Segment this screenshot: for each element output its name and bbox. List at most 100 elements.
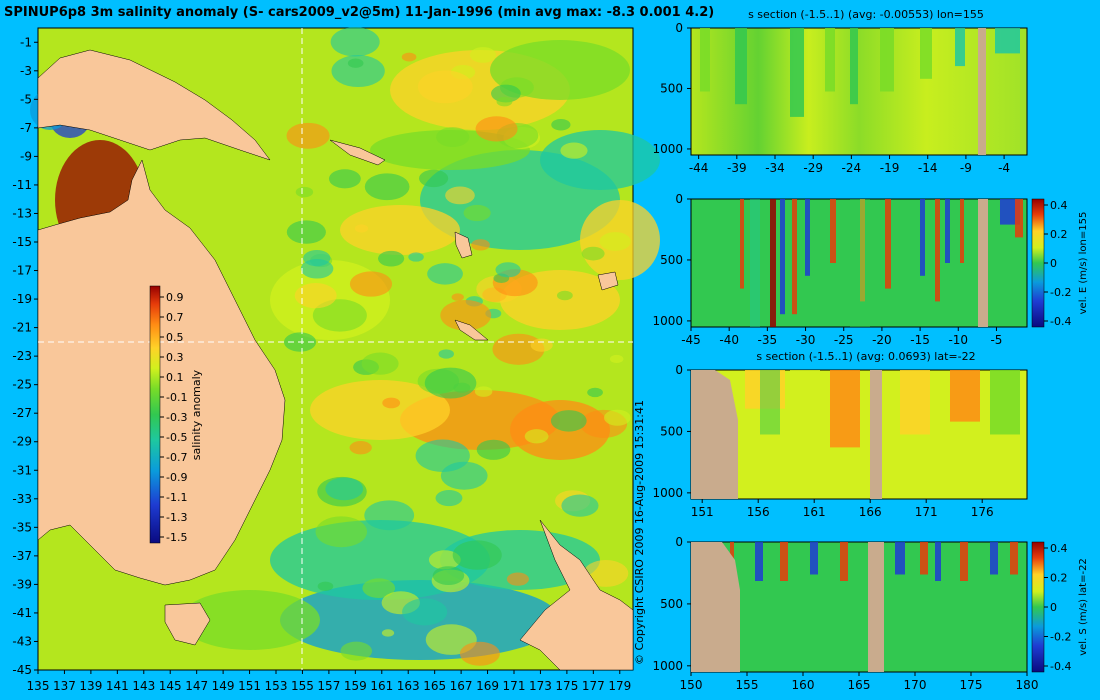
section-feature (770, 199, 776, 327)
section-x-tick-label: 176 (971, 505, 994, 519)
section-y-tick-label: 0 (675, 21, 683, 35)
section4-features (730, 542, 1018, 581)
section-x-tick-label: -34 (765, 161, 785, 175)
salinity-colorbar-label: salinity anomaly (190, 369, 203, 460)
map-y-tick-label: -45 (12, 663, 32, 677)
section-x-tick-label: 175 (960, 678, 983, 692)
section3-plot (690, 369, 1028, 500)
section-y-tick-label: 1000 (652, 142, 683, 156)
eddy-patch (362, 578, 396, 598)
eddy-patch (491, 84, 521, 103)
section-x-tick-label: -35 (758, 333, 778, 347)
map-y-tick-label: -5 (20, 92, 32, 106)
map-x-tick-label: 165 (423, 679, 446, 693)
eddy-patch (325, 477, 364, 501)
colorbar-tick-label: 0.4 (1050, 542, 1068, 555)
section-feature (880, 28, 894, 92)
section-x-tick-label: 171 (915, 505, 938, 519)
eddy-patch (561, 494, 599, 517)
section-feature (760, 370, 780, 435)
map-x-tick-label: 173 (529, 679, 552, 693)
eddy-patch (451, 293, 464, 301)
map-x-tick-label: 147 (185, 679, 208, 693)
section-feature (740, 199, 744, 289)
section-x-tick-label: -5 (990, 333, 1002, 347)
eddy-patch (349, 441, 372, 455)
section-x-tick-label: -45 (681, 333, 701, 347)
eddy-patch (452, 540, 502, 570)
map-y-tick-label: -33 (12, 492, 32, 506)
eddy-patch (435, 490, 463, 507)
section-feature (935, 199, 940, 302)
eddy-patch (609, 354, 624, 364)
eddy-patch (419, 169, 449, 188)
eddy-patch (440, 300, 492, 331)
colorbar-tick-label: 0.2 (1050, 572, 1068, 585)
anomaly-patch (540, 130, 660, 190)
section-x-tick-label: 166 (859, 505, 882, 519)
eddy-patch (495, 262, 521, 278)
eddy-patch (381, 629, 395, 637)
section-feature (730, 542, 734, 568)
eddy-patch (349, 271, 393, 297)
map-y-tick-label: -11 (12, 178, 32, 192)
map-x-tick-label: 169 (476, 679, 499, 693)
section-feature (955, 28, 965, 67)
eddy-patch (492, 333, 545, 365)
map-x-tick-label: 161 (370, 679, 393, 693)
section-feature (735, 28, 747, 105)
section-panels: s section (-1.5..1) (avg: -0.00553) lon=… (652, 8, 1089, 692)
map-y-tick-label: -25 (12, 378, 32, 392)
eddy-patch (506, 572, 529, 586)
eddy-patch (295, 186, 314, 198)
section3-land (870, 370, 882, 499)
eddy-patch (560, 142, 588, 159)
eddy-patch (330, 27, 380, 57)
section-x-tick-label: -25 (834, 333, 854, 347)
section-x-tick-label: 170 (904, 678, 927, 692)
colorbar-tick-label: -0.4 (1050, 315, 1071, 328)
colorbar-tick-label: -0.2 (1050, 631, 1071, 644)
map-y-tick-label: -17 (12, 264, 32, 278)
anomaly-patch (180, 590, 320, 650)
eddy-patch (354, 224, 369, 233)
eddy-patch (556, 290, 573, 301)
section-feature (900, 370, 930, 435)
map-x-tick-label: 149 (212, 679, 235, 693)
section-x-tick-label: -39 (727, 161, 747, 175)
section-x-tick-label: -10 (948, 333, 968, 347)
section-feature (780, 542, 788, 581)
eddy-patch (550, 410, 587, 432)
eddy-patch (471, 239, 490, 251)
section-feature (935, 542, 941, 581)
eddy-patch (475, 116, 518, 142)
section-x-tick-label: 160 (792, 678, 815, 692)
eddy-patch (599, 232, 631, 251)
eddy-patch (294, 283, 337, 309)
map-panel: 0.9 0.7 0.5 0.3 0.1 -0.1 -0.3 -0.5 -0.7 -0.9 -1.1 -… (12, 27, 660, 693)
map-y-tick-label: -19 (12, 292, 32, 306)
section-feature (990, 370, 1020, 435)
section2-field (690, 198, 1028, 328)
eddy-patch (364, 500, 415, 531)
section-feature (790, 370, 820, 396)
map-x-tick-label: 139 (79, 679, 102, 693)
eddy-patch (340, 641, 373, 661)
eddy-patch (424, 367, 477, 399)
map-y-tick-label: -9 (20, 149, 32, 163)
section-x-tick-label: 150 (680, 678, 703, 692)
eddy-patch (524, 429, 549, 444)
eddy-patch (378, 250, 405, 267)
map-x-tick-label: 171 (503, 679, 526, 693)
section-feature (780, 199, 785, 315)
eddy-patch (364, 173, 410, 201)
section-feature (792, 199, 797, 315)
map-y-tick-label: -31 (12, 463, 32, 477)
map-x-tick-label: 175 (555, 679, 578, 693)
eddy-patch (476, 439, 511, 460)
section-x-tick-label: -4 (998, 161, 1010, 175)
section-feature (840, 542, 848, 581)
new-zealand-land (519, 519, 634, 671)
map-y-tick-label: -1 (20, 35, 32, 49)
